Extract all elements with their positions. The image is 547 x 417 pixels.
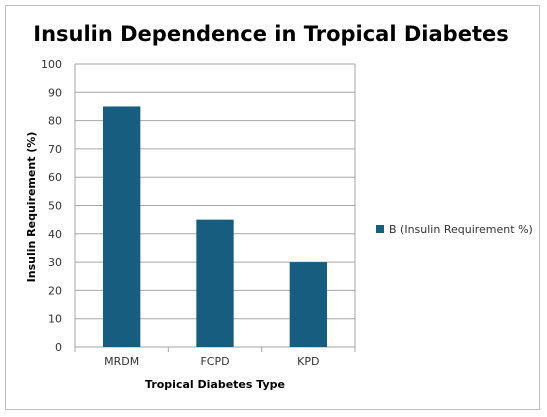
x-tick-label: FCPD bbox=[200, 355, 229, 368]
y-tick-label: 40 bbox=[48, 228, 62, 241]
x-tick-label: MRDM bbox=[104, 355, 139, 368]
bar-mrdm bbox=[103, 106, 141, 347]
chart-title: Insulin Dependence in Tropical Diabetes bbox=[33, 22, 508, 46]
y-tick-label: 60 bbox=[48, 171, 62, 184]
bar-fcpd bbox=[196, 219, 234, 347]
bar-kpd bbox=[289, 262, 327, 347]
y-tick-label: 30 bbox=[48, 256, 62, 269]
y-tick-label: 70 bbox=[48, 143, 62, 156]
legend-label: B (Insulin Requirement %) bbox=[389, 223, 533, 236]
y-tick-label: 80 bbox=[48, 115, 62, 128]
y-tick-label: 90 bbox=[48, 86, 62, 99]
x-axis-ticks: MRDM FCPD KPD bbox=[104, 355, 319, 368]
chart-area bbox=[5, 5, 540, 410]
y-tick-label: 10 bbox=[48, 313, 62, 326]
y-tick-label: 20 bbox=[48, 284, 62, 297]
x-axis-label: Tropical Diabetes Type bbox=[145, 378, 285, 391]
y-axis-ticks: 0 10 20 30 40 50 60 70 80 90 100 bbox=[41, 58, 62, 354]
legend-swatch bbox=[376, 225, 384, 233]
y-tick-label: 50 bbox=[48, 200, 62, 213]
y-tick-label: 100 bbox=[41, 58, 62, 71]
bars bbox=[103, 106, 327, 347]
legend: B (Insulin Requirement %) bbox=[376, 223, 533, 236]
y-axis-label: Insulin Requirement (%) bbox=[25, 132, 38, 283]
y-tick-label: 0 bbox=[55, 341, 62, 354]
x-tick-label: KPD bbox=[297, 355, 319, 368]
